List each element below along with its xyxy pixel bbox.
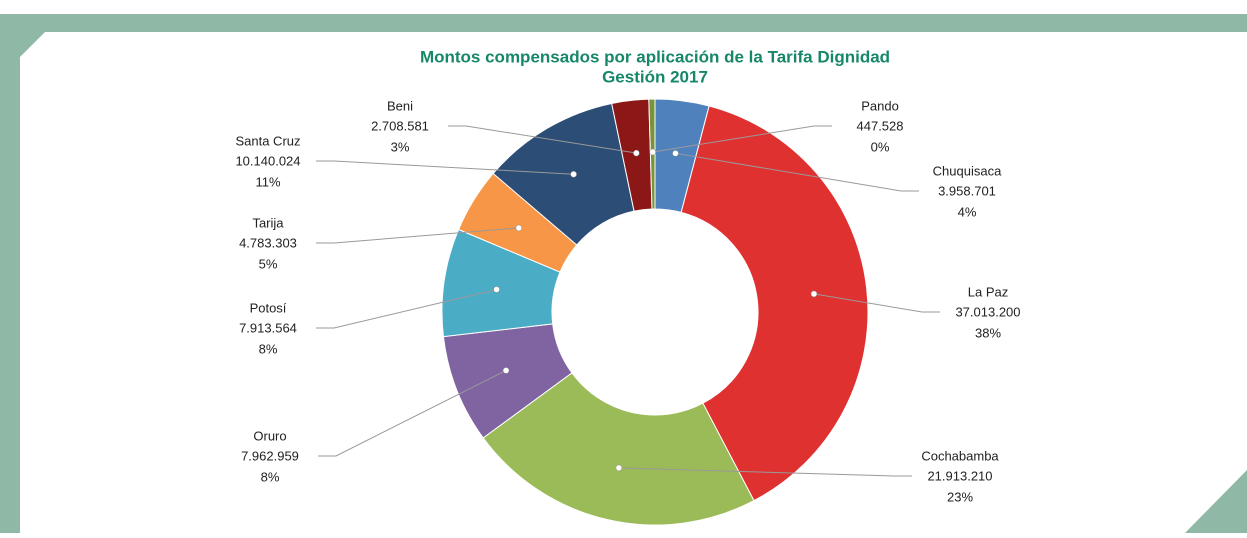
leader-line: [675, 152, 919, 192]
value-label: 7.962.959: [241, 448, 299, 463]
percent-label: 0%: [871, 139, 890, 154]
category-label: Cochabamba: [921, 448, 999, 463]
category-label: Santa Cruz: [235, 133, 300, 148]
slice: [680, 105, 869, 502]
value-label: 447.528: [857, 118, 904, 133]
category-label: Oruro: [253, 428, 286, 443]
percent-label: 8%: [261, 469, 280, 484]
leader-line: [316, 227, 519, 244]
category-label: Pando: [861, 98, 899, 113]
chart-title: Montos compensados por aplicación de la …: [420, 47, 890, 66]
leader-line: [448, 125, 637, 154]
value-label: 3.958.701: [938, 183, 996, 198]
category-label: Chuquisaca: [933, 163, 1002, 178]
leader-line: [618, 467, 912, 477]
leader-dot: [570, 171, 577, 178]
slice: [482, 372, 755, 526]
labels: Chuquisaca 3.958.701 4% La Paz 37.013.200 38%…: [235, 98, 1020, 504]
percent-label: 23%: [947, 489, 973, 504]
leader-dot: [615, 464, 623, 472]
percent-label: 4%: [958, 204, 977, 219]
percent-label: 8%: [259, 341, 278, 356]
percent-label: 3%: [391, 139, 410, 154]
category-label: La Paz: [968, 284, 1008, 299]
percent-label: 11%: [255, 174, 280, 189]
slices: [441, 98, 869, 526]
leader-dot: [672, 150, 679, 157]
panel: [20, 32, 1247, 533]
leader-line: [652, 125, 832, 153]
value-label: 4.783.303: [239, 235, 297, 250]
category-label: Potosí: [250, 300, 287, 315]
leader-line: [316, 160, 574, 175]
leader-dot: [810, 290, 818, 298]
value-label: 7.913.564: [239, 320, 297, 335]
category-label: Beni: [387, 98, 413, 113]
leader-dot: [649, 148, 656, 156]
category-label: Tarija: [252, 215, 284, 230]
leader-line: [318, 370, 507, 457]
percent-label: 5%: [259, 256, 278, 271]
leader-line: [316, 289, 497, 329]
leader-dot: [633, 149, 640, 157]
value-label: 2.708.581: [371, 118, 429, 133]
leader-dot: [493, 286, 500, 293]
percent-label: 38%: [975, 325, 1001, 340]
leader-dot: [515, 224, 523, 232]
value-label: 37.013.200: [955, 304, 1020, 319]
leader-dot: [502, 367, 510, 374]
leader-line: [813, 293, 940, 313]
value-label: 10.140.024: [235, 153, 300, 168]
value-label: 21.913.210: [927, 468, 992, 483]
chart-subtitle: Gestión 2017: [602, 67, 708, 86]
